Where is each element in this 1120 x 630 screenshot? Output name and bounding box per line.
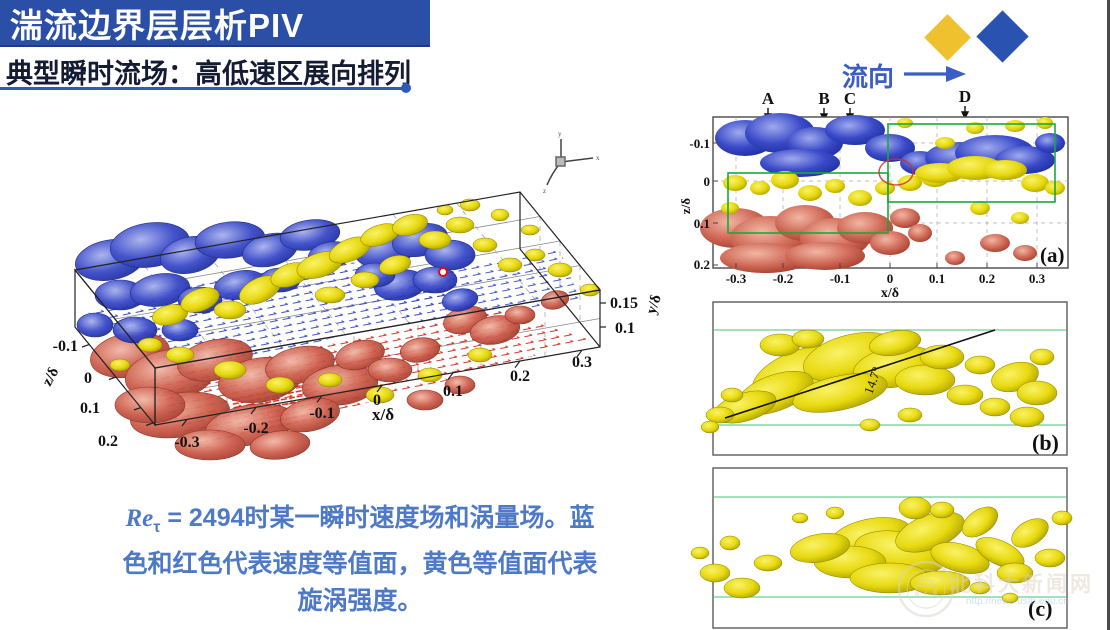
green-region-boxes (727, 123, 1056, 234)
x-tick: -0.1 (830, 271, 851, 286)
x-tick: 0.2 (979, 271, 995, 286)
x-axis-title: x/δ (881, 286, 899, 300)
slide-right-border (1107, 0, 1110, 630)
panel-a-red-isosurface (700, 205, 1037, 273)
z-tick: -0.1 (53, 338, 78, 355)
panel-a-yellow-isosurface (721, 117, 1065, 224)
y-tick: 0.1 (615, 320, 635, 337)
y-tick: 0.1 (694, 216, 710, 231)
marker-c: C (844, 89, 856, 108)
triad-y-label: y (558, 130, 562, 138)
axis-labels: -0.3 -0.2 -0.1 0 0.1 0.2 0.3 x/δ -0.1 0 … (39, 293, 664, 451)
x-tick: -0.1 (309, 405, 334, 422)
marker-b: B (818, 89, 829, 108)
quiver-field-blue-right (390, 250, 580, 330)
axis-triad-icon: y x z (543, 130, 600, 195)
z-tick: 0.1 (80, 400, 100, 417)
z-axis-title: z/δ (39, 365, 62, 389)
figure-caption: Reτ = 2494时某一瞬时速度场和涡量场。蓝 色和红色代表速度等值面，黄色等… (60, 500, 660, 620)
flow-direction-label: 流向 (842, 62, 895, 92)
caption-line2: 色和红色代表速度等值面，黄色等值面代表 (122, 550, 598, 578)
inclination-line (724, 329, 996, 419)
x-tick: 0 (887, 271, 894, 286)
diamond-decor-yellow (924, 14, 971, 61)
red-circle-highlight (878, 158, 914, 186)
y-tick: 0.2 (694, 257, 710, 272)
panel-b-label: (b) (1032, 430, 1059, 455)
panel-a-top-view: A B C D (680, 88, 1069, 300)
y-tick: 0 (704, 174, 711, 189)
y-tick: 0.15 (610, 295, 638, 312)
panel-c-label: (c) (1028, 596, 1052, 621)
marker-d: D (959, 88, 971, 106)
panel-a-ticks (713, 142, 1038, 268)
slide-subtitle: 典型瞬时流场：高低速区展向排列 (6, 59, 411, 89)
x-axis-title: x/δ (372, 405, 394, 424)
x-tick: -0.2 (243, 420, 268, 437)
flow-direction-arrow-icon (904, 66, 966, 82)
x-tick: 0.1 (443, 383, 463, 400)
x-tick: 0.3 (572, 354, 592, 371)
figure-3d-isosurface: -0.3 -0.2 -0.1 0 0.1 0.2 0.3 x/δ -0.1 0 … (39, 130, 665, 461)
box-edges (73, 191, 602, 427)
panel-a-label: (a) (1040, 243, 1065, 267)
caption-line1: = 2494时某一瞬时速度场和涡量场。蓝 (160, 504, 595, 532)
subtitle-underline-dot (401, 83, 411, 93)
yellow-isosurface (109, 198, 601, 404)
x-tick: 0.2 (510, 368, 530, 385)
diamond-decor-blue (976, 10, 1029, 63)
z-tick: 0.2 (98, 433, 118, 450)
marker-a: A (762, 89, 775, 108)
panel-c-swirl-view: (c) (690, 467, 1073, 629)
panel-b-swirl-view: 14.7° (b) (700, 301, 1068, 456)
y-tick: -0.1 (689, 136, 710, 151)
z-tick: 0 (84, 370, 92, 387)
x-tick: 0 (373, 392, 381, 409)
x-tick: 0.1 (929, 271, 945, 286)
x-tick: -0.2 (773, 271, 794, 286)
page-title: 湍流边界层层析PIV (10, 6, 305, 44)
y-axis-title: y/δ (644, 293, 665, 317)
x-tick: -0.3 (726, 271, 747, 286)
panel-a-axis-labels: -0.3 -0.2 -0.1 0 0.1 0.2 0.3 x/δ -0.1 0 … (680, 136, 1046, 300)
axis-ticks (81, 302, 606, 427)
caption-re: Re (125, 505, 154, 532)
x-tick: 0.3 (1029, 271, 1046, 286)
marker-letters: A B C D (762, 88, 971, 108)
triad-z-label: z (543, 187, 546, 195)
caption-re-subscript: τ (153, 519, 161, 536)
red-circle-marker (438, 267, 448, 277)
caption-line3: 旋涡强度。 (297, 587, 423, 615)
panel-b-yellow-isosurface (700, 329, 1058, 434)
title-bar: 湍流边界层层析PIV (0, 0, 430, 47)
y-axis-title: z/δ (680, 198, 693, 214)
subtitle-underline (0, 87, 404, 90)
x-tick: -0.3 (174, 434, 199, 451)
triad-x-label: x (596, 154, 600, 162)
